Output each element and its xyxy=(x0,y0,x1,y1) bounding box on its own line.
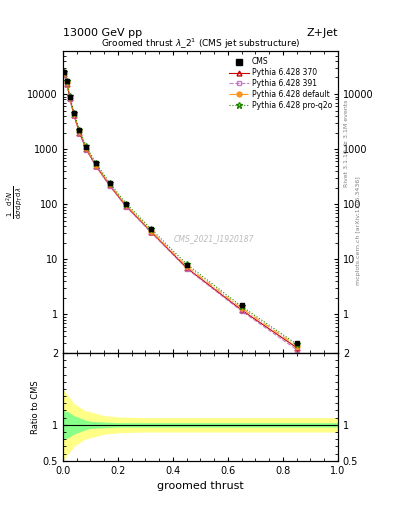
Pythia 6.428 default xyxy=(84,145,89,151)
Pythia 6.428 391 xyxy=(107,183,112,189)
Pythia 6.428 default xyxy=(94,162,98,168)
Pythia 6.428 391 xyxy=(124,204,129,210)
Pythia 6.428 pro-q2o xyxy=(239,304,244,310)
Pythia 6.428 default xyxy=(294,343,299,349)
X-axis label: groomed thrust: groomed thrust xyxy=(157,481,244,491)
Line: Pythia 6.428 370: Pythia 6.428 370 xyxy=(62,72,299,350)
CMS xyxy=(294,340,299,347)
Pythia 6.428 default xyxy=(68,94,72,100)
Pythia 6.428 default xyxy=(239,305,244,311)
CMS xyxy=(64,78,70,84)
Pythia 6.428 391 xyxy=(184,266,189,272)
Pythia 6.428 391 xyxy=(77,130,82,136)
Pythia 6.428 pro-q2o xyxy=(77,126,82,133)
CMS xyxy=(62,69,67,75)
CMS xyxy=(149,226,153,232)
Pythia 6.428 default xyxy=(77,129,82,135)
Pythia 6.428 pro-q2o xyxy=(149,226,153,232)
Pythia 6.428 default xyxy=(62,70,67,76)
Pythia 6.428 pro-q2o xyxy=(84,143,89,150)
Pythia 6.428 default xyxy=(149,228,153,234)
Pythia 6.428 391 xyxy=(62,72,67,78)
Pythia 6.428 370 xyxy=(184,265,189,271)
Pythia 6.428 370 xyxy=(84,146,89,152)
Y-axis label: $\frac{1}{\mathrm{d}\sigma}\frac{\mathrm{d}^2 N}{\mathrm{d}p_T\,\mathrm{d}\lambd: $\frac{1}{\mathrm{d}\sigma}\frac{\mathrm… xyxy=(4,185,25,219)
Pythia 6.428 default xyxy=(124,202,129,208)
Pythia 6.428 370 xyxy=(64,80,70,87)
Pythia 6.428 pro-q2o xyxy=(64,78,70,84)
CMS xyxy=(107,180,112,186)
Text: CMS_2021_I1920187: CMS_2021_I1920187 xyxy=(174,234,254,243)
Pythia 6.428 370 xyxy=(77,130,82,136)
Pythia 6.428 pro-q2o xyxy=(184,261,189,267)
Text: mcplots.cern.ch [arXiv:1306.3436]: mcplots.cern.ch [arXiv:1306.3436] xyxy=(356,176,361,285)
Y-axis label: Ratio to CMS: Ratio to CMS xyxy=(31,380,40,434)
Pythia 6.428 pro-q2o xyxy=(62,69,67,75)
Pythia 6.428 391 xyxy=(149,229,153,236)
Pythia 6.428 370 xyxy=(294,345,299,351)
Pythia 6.428 370 xyxy=(107,182,112,188)
Pythia 6.428 391 xyxy=(68,96,72,102)
Pythia 6.428 pro-q2o xyxy=(294,341,299,347)
Text: 13000 GeV pp: 13000 GeV pp xyxy=(63,28,142,38)
Pythia 6.428 default xyxy=(184,263,189,269)
Text: Rivet 3.1.10, ≥ 3.1M events: Rivet 3.1.10, ≥ 3.1M events xyxy=(344,100,349,187)
CMS xyxy=(68,94,72,100)
CMS xyxy=(94,160,98,166)
Pythia 6.428 370 xyxy=(149,228,153,234)
Pythia 6.428 default xyxy=(72,111,76,117)
Pythia 6.428 370 xyxy=(72,112,76,118)
Title: Groomed thrust $\lambda\_2^1$ (CMS jet substructure): Groomed thrust $\lambda\_2^1$ (CMS jet s… xyxy=(101,37,300,51)
Pythia 6.428 pro-q2o xyxy=(94,160,98,166)
Pythia 6.428 default xyxy=(107,181,112,187)
Pythia 6.428 391 xyxy=(239,308,244,314)
Pythia 6.428 pro-q2o xyxy=(72,110,76,116)
CMS xyxy=(84,144,89,150)
Legend: CMS, Pythia 6.428 370, Pythia 6.428 391, Pythia 6.428 default, Pythia 6.428 pro-: CMS, Pythia 6.428 370, Pythia 6.428 391,… xyxy=(227,55,334,112)
Line: Pythia 6.428 391: Pythia 6.428 391 xyxy=(62,73,299,352)
Pythia 6.428 370 xyxy=(239,307,244,313)
Pythia 6.428 370 xyxy=(124,203,129,209)
CMS xyxy=(77,127,82,134)
Pythia 6.428 391 xyxy=(84,146,89,153)
Line: Pythia 6.428 default: Pythia 6.428 default xyxy=(62,71,299,348)
Text: Z+Jet: Z+Jet xyxy=(307,28,338,38)
Pythia 6.428 pro-q2o xyxy=(68,93,72,99)
CMS xyxy=(72,110,76,116)
CMS xyxy=(239,302,244,308)
Pythia 6.428 391 xyxy=(294,347,299,353)
Pythia 6.428 391 xyxy=(72,112,76,118)
CMS xyxy=(184,262,189,268)
Pythia 6.428 370 xyxy=(68,95,72,101)
Pythia 6.428 default xyxy=(64,79,70,85)
Line: Pythia 6.428 pro-q2o: Pythia 6.428 pro-q2o xyxy=(61,69,300,347)
CMS xyxy=(124,201,129,207)
Pythia 6.428 pro-q2o xyxy=(107,180,112,186)
Pythia 6.428 370 xyxy=(62,71,67,77)
Pythia 6.428 pro-q2o xyxy=(124,201,129,207)
Pythia 6.428 370 xyxy=(94,163,98,169)
Pythia 6.428 391 xyxy=(64,81,70,88)
Pythia 6.428 391 xyxy=(94,163,98,169)
Line: CMS: CMS xyxy=(62,70,299,346)
